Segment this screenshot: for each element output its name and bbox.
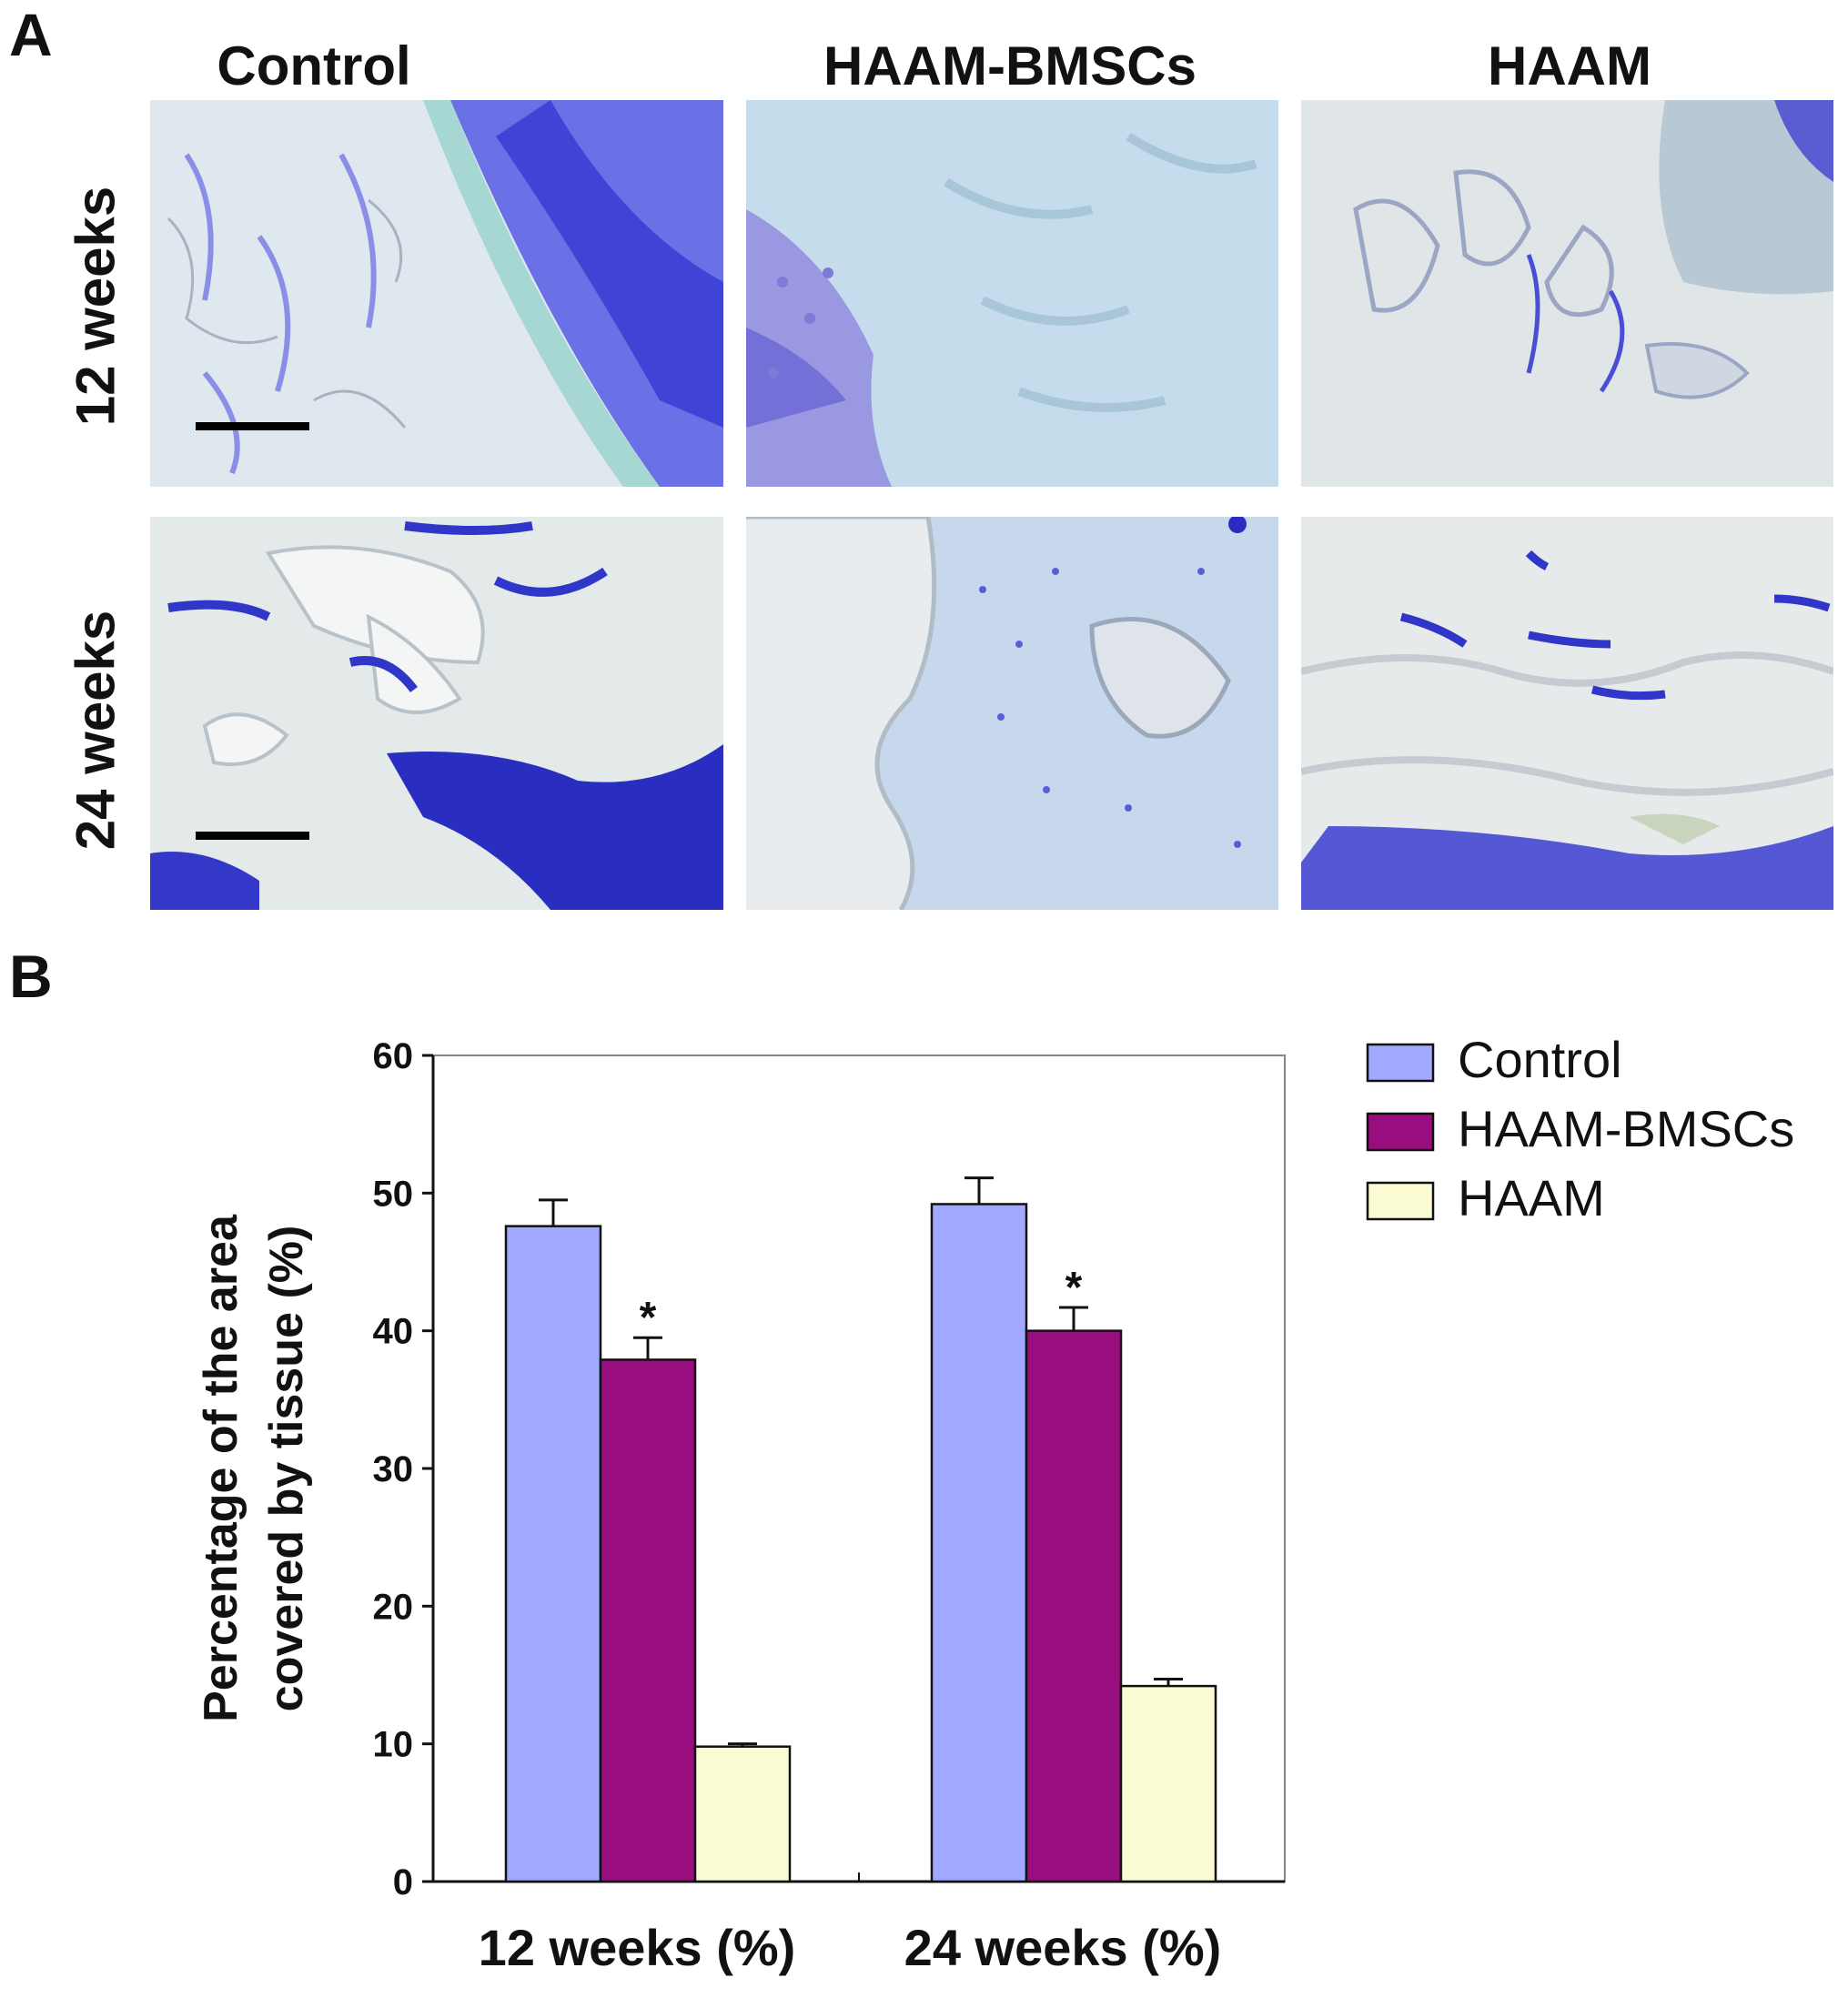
legend-swatch	[1366, 1181, 1435, 1221]
bar	[504, 1225, 602, 1883]
row-header-24-weeks: 24 weeks	[65, 610, 126, 851]
y-tick-label: 60	[373, 1036, 414, 1076]
significance-mark: *	[1065, 1264, 1083, 1312]
y-tick-label: 50	[373, 1174, 414, 1214]
bar-chart: Percentage of the area covered by tissue …	[195, 1031, 1794, 1976]
column-header-haam-bmscs: HAAM-BMSCs	[823, 35, 1197, 96]
bar	[930, 1203, 1028, 1883]
micrograph-haam-bmscs-24-weeks	[746, 517, 1278, 910]
y-axis-label: Percentage of the area covered by tissue …	[195, 1214, 313, 1722]
x-tick-label: 24 weeks (%)	[904, 1919, 1222, 1976]
x-tick-label: 12 weeks (%)	[479, 1919, 796, 1976]
bar	[599, 1358, 697, 1883]
y-tick-label: 10	[373, 1725, 414, 1765]
legend-swatch	[1366, 1043, 1435, 1083]
bar	[1119, 1684, 1217, 1883]
micrograph-haam-bmscs-12-weeks	[746, 100, 1278, 487]
y-tick-label: 40	[373, 1312, 414, 1352]
legend-label: Control	[1458, 1031, 1622, 1088]
bar	[693, 1745, 792, 1883]
bar	[1025, 1329, 1123, 1883]
column-header-control: Control	[217, 35, 411, 96]
significance-mark: *	[640, 1294, 657, 1342]
panel-a-label: A	[9, 1, 53, 68]
y-tick-label: 30	[373, 1449, 414, 1489]
row-header-12-weeks: 12 weeks	[65, 186, 126, 427]
legend-label: HAAM-BMSCs	[1458, 1100, 1794, 1157]
micrograph-haam-24-weeks	[1301, 517, 1833, 910]
micrograph-control-24-weeks	[150, 517, 723, 910]
micrograph-control-12-weeks	[150, 100, 723, 487]
micrograph-haam-12-weeks	[1301, 100, 1833, 487]
y-axis-label-line: covered by tissue (%)	[260, 1226, 313, 1712]
y-tick-label: 0	[393, 1862, 413, 1902]
column-header-haam: HAAM	[1488, 35, 1651, 96]
panel-b-label: B	[9, 943, 53, 1010]
legend-swatch	[1366, 1112, 1435, 1152]
legend-label: HAAM	[1458, 1169, 1605, 1226]
y-tick-label: 20	[373, 1587, 414, 1627]
y-axis-label-line: Percentage of the area	[195, 1214, 247, 1722]
